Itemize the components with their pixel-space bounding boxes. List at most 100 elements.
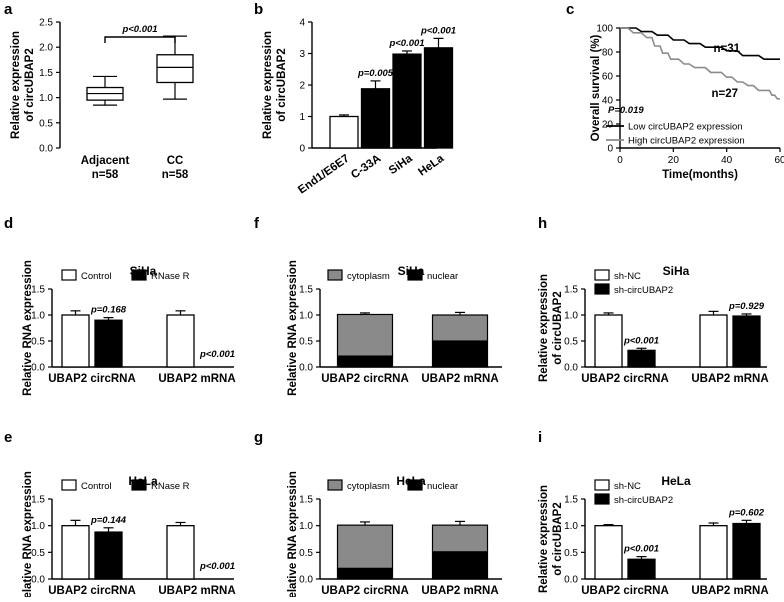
y-tick-label: 0.5	[299, 337, 313, 348]
y-axis-title: Relative expression	[538, 485, 550, 593]
legend-swatch	[61, 269, 77, 281]
panel-label-h: h	[538, 215, 547, 232]
y-tick-label: 0.5	[31, 548, 45, 559]
bar	[732, 315, 761, 368]
bar	[166, 314, 195, 368]
legend-label: sh-circUBAP2	[614, 495, 673, 506]
y-tick-label: 1.0	[299, 311, 313, 322]
y-tick-label: 0.0	[299, 575, 313, 586]
x-category-label: UBAP2 circRNA	[321, 585, 409, 597]
survival-curve	[620, 27, 780, 100]
bar	[699, 314, 728, 368]
stacked-bar-segment	[431, 314, 489, 342]
y-tick-label: 0.5	[31, 337, 45, 348]
x-category-label: UBAP2 circRNA	[321, 373, 409, 385]
p-value-label: p<0.001	[388, 38, 424, 49]
y-axis-title: Relative RNA expression	[22, 260, 34, 396]
y-tick-label: 1.0	[564, 521, 578, 532]
legend-label: RNase R	[151, 271, 190, 282]
bar	[94, 319, 123, 368]
x-category-label: UBAP2 mRNA	[158, 585, 235, 597]
legend-label: RNase R	[151, 481, 190, 492]
y-axis-title: Relative RNA expression	[287, 471, 299, 597]
x-category-label: Adjacent	[81, 155, 130, 167]
x-category-label: UBAP2 circRNA	[48, 585, 136, 597]
bar	[166, 525, 195, 580]
y-axis-title: of circUBAP2	[24, 48, 36, 122]
y-axis-title: Relative RNA expression	[287, 260, 299, 396]
legend-label: nuclear	[427, 481, 458, 492]
legend-swatch	[131, 269, 147, 281]
x-axis-title: Time(months)	[662, 169, 738, 181]
panel-label-i: i	[538, 429, 542, 446]
legend-swatch	[131, 479, 147, 491]
legend-swatch	[407, 479, 423, 491]
panel-label-b: b	[254, 1, 263, 18]
y-tick-label: 60	[602, 72, 614, 83]
legend-swatch	[594, 269, 610, 281]
y-tick-label: 4	[299, 18, 305, 29]
panel-label-c: c	[566, 1, 574, 18]
y-tick-label: 20	[602, 120, 614, 131]
curve-end-label: n=27	[711, 88, 738, 100]
y-tick-label: 1.5	[31, 495, 45, 506]
y-tick-label: 1.5	[299, 285, 313, 296]
legend-label: cytoplasm	[347, 271, 390, 282]
y-axis-title: Relative RNA expression	[22, 471, 34, 597]
x-category-sub-label: n=58	[92, 169, 119, 181]
y-axis-title: of circUBAP2	[552, 291, 564, 365]
p-value-label: P=0.019	[608, 105, 644, 116]
y-tick-label: 0.5	[564, 548, 578, 559]
x-tick-label: 20	[668, 155, 680, 166]
p-value-label: p=0.168	[90, 305, 127, 316]
bar	[392, 53, 422, 149]
bar	[627, 349, 656, 368]
bar	[627, 558, 656, 580]
y-tick-label: 1.0	[31, 311, 45, 322]
p-value-label: p=0.602	[728, 507, 765, 518]
x-category-label: UBAP2 mRNA	[158, 373, 235, 385]
x-tick-label: 40	[721, 155, 733, 166]
p-value-label: p<0.001	[623, 335, 659, 346]
y-tick-label: 0	[299, 144, 305, 155]
survival-curve	[620, 27, 780, 61]
x-category-label: UBAP2 mRNA	[691, 585, 768, 597]
bar	[360, 88, 391, 149]
legend-swatch	[327, 269, 343, 281]
p-value-label: p<0.001	[199, 349, 235, 360]
bar	[732, 522, 761, 580]
stacked-bar-segment	[431, 524, 489, 553]
x-category-sub-label: n=58	[162, 169, 189, 181]
y-tick-label: 1.0	[564, 311, 578, 322]
y-tick-label: 80	[602, 48, 614, 59]
y-tick-label: 1.5	[299, 495, 313, 506]
y-tick-label: 0.0	[31, 575, 45, 586]
stacked-bar-segment	[431, 551, 489, 580]
y-axis-title: of circUBAP2	[276, 48, 288, 122]
y-tick-label: 1.0	[39, 93, 53, 104]
y-tick-label: 0.5	[564, 337, 578, 348]
stacked-bar-segment	[336, 524, 394, 569]
y-tick-label: 2.5	[39, 18, 53, 29]
bar	[594, 314, 623, 368]
stacked-bar-segment	[336, 313, 394, 357]
y-tick-label: 0.0	[39, 144, 53, 155]
y-tick-label: 1.0	[31, 521, 45, 532]
y-tick-label: 40	[602, 96, 614, 107]
x-category-label: UBAP2 mRNA	[691, 373, 768, 385]
x-tick-label: 60	[774, 155, 784, 166]
x-category-label: UBAP2 circRNA	[48, 373, 136, 385]
legend-label: nuclear	[427, 271, 458, 282]
y-axis-title: Relative expression	[10, 31, 22, 139]
y-tick-label: 0.0	[299, 363, 313, 374]
panel-label-e: e	[4, 429, 12, 446]
panel-label-a: a	[4, 1, 13, 18]
y-tick-label: 2	[299, 81, 305, 92]
y-tick-label: 1.5	[39, 68, 53, 79]
legend-label: sh-circUBAP2	[614, 285, 673, 296]
y-tick-label: 0.0	[564, 363, 578, 374]
p-value-label: p=0.144	[90, 515, 127, 526]
stacked-bar-segment	[336, 355, 394, 368]
y-tick-label: 0.5	[39, 118, 53, 129]
